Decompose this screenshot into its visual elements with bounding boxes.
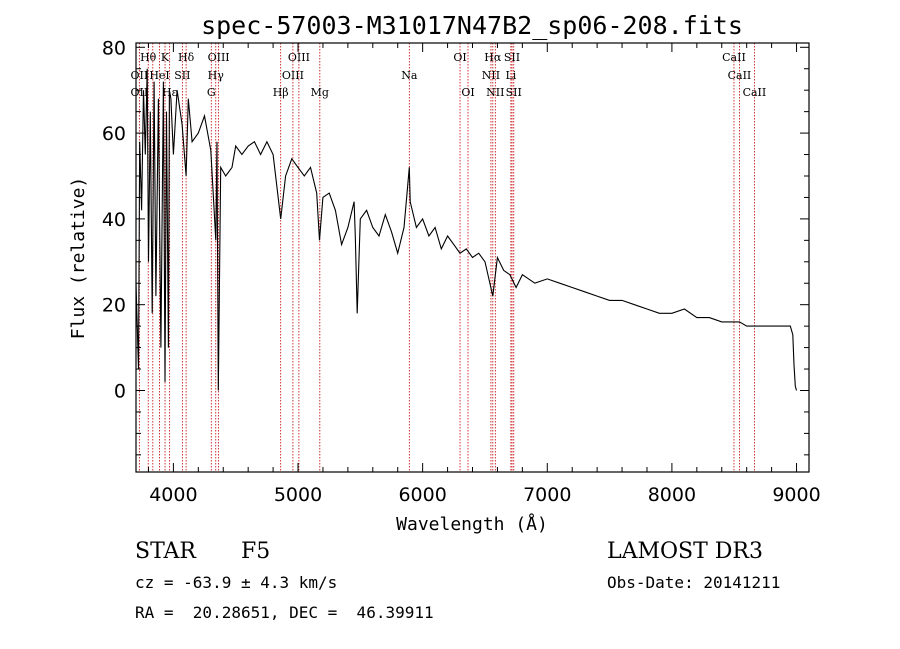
y-tick-label: 80 xyxy=(102,37,126,59)
line-label: NII xyxy=(482,69,500,82)
object-class: STAR xyxy=(135,539,196,564)
observation-date: Obs-Date: 20141211 xyxy=(607,573,781,592)
x-tick-label: 8000 xyxy=(648,484,696,506)
x-tick-label: 7000 xyxy=(523,484,571,506)
line-label: OII xyxy=(131,86,149,99)
line-label: OIII xyxy=(282,69,304,82)
axis-ticks: 4000 5000 6000 7000 8000 9000 0 20 40 60 80 xyxy=(102,37,821,506)
y-tick-label: 20 xyxy=(102,295,126,317)
line-label: Na xyxy=(401,69,418,82)
line-label: Hγ xyxy=(208,69,225,82)
line-label: CaII xyxy=(743,86,767,99)
x-tick-label: 5000 xyxy=(274,484,322,506)
y-axis-label: Flux (relative) xyxy=(68,177,89,340)
line-label: CaII xyxy=(728,69,752,82)
spectrum-line xyxy=(135,68,798,391)
line-label: SII xyxy=(506,86,522,99)
x-tick-label: 9000 xyxy=(772,484,820,506)
line-label: OI xyxy=(453,51,466,64)
line-label: OIII xyxy=(288,51,310,64)
line-label: Hβ xyxy=(273,86,289,99)
line-label: K xyxy=(161,51,170,64)
line-label: Hθ xyxy=(140,51,157,64)
line-label: G xyxy=(207,86,216,99)
line-label: HeI xyxy=(149,69,169,82)
line-label: Li xyxy=(505,69,516,82)
line-label: OI xyxy=(461,86,474,99)
coordinates: RA = 20.28651, DEC = 46.39911 xyxy=(135,603,434,622)
line-label: NII xyxy=(486,86,504,99)
object-subclass: F5 xyxy=(241,539,271,564)
line-label: SII xyxy=(504,51,520,64)
y-tick-label: 40 xyxy=(102,209,126,231)
line-label: CaII xyxy=(722,51,746,64)
redshift-velocity: cz = -63.9 ± 4.3 km/s xyxy=(135,573,338,592)
plot-frame xyxy=(135,42,810,473)
line-label: Mg xyxy=(311,86,329,99)
x-axis-label: Wavelength (Å) xyxy=(396,513,548,535)
line-label: OII xyxy=(131,69,149,82)
y-tick-label: 0 xyxy=(114,380,126,402)
chart-title: spec-57003-M31017N47B2_sp06-208.fits xyxy=(201,11,743,40)
line-label: SII xyxy=(174,69,190,82)
line-label: Hα xyxy=(484,51,502,64)
x-tick-label: 6000 xyxy=(398,484,446,506)
line-label: OIII xyxy=(208,51,230,64)
spectral-line-markers xyxy=(138,43,755,472)
survey-name: LAMOST DR3 xyxy=(607,539,763,564)
line-label: Hδ xyxy=(178,51,195,64)
x-tick-label: 4000 xyxy=(149,484,197,506)
y-tick-label: 60 xyxy=(102,123,126,145)
